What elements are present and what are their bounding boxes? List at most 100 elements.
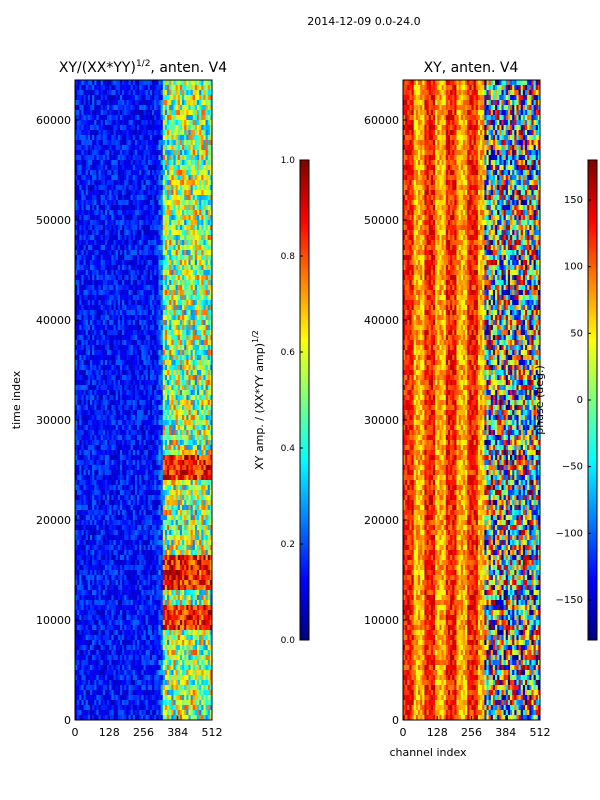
- heatmap-cell: [81, 185, 84, 191]
- heatmap-cell: [152, 115, 155, 121]
- heatmap-cell: [89, 380, 93, 386]
- heatmap-cell: [75, 260, 78, 266]
- heatmap-cell: [147, 95, 151, 101]
- heatmap-cell: [109, 240, 112, 246]
- heatmap-cell: [141, 390, 144, 396]
- heatmap-cell: [169, 335, 172, 341]
- heatmap-cell: [102, 430, 106, 436]
- heatmap-cell: [194, 140, 198, 146]
- heatmap-cell: [152, 415, 155, 421]
- heatmap-cell: [188, 410, 191, 416]
- heatmap-cell: [89, 405, 93, 411]
- heatmap-cell: [75, 245, 78, 251]
- heatmap-cell: [126, 310, 129, 316]
- heatmap-cell: [111, 160, 114, 166]
- heatmap-cell: [137, 175, 140, 181]
- heatmap-cell: [85, 395, 89, 401]
- heatmap-cell: [175, 370, 179, 376]
- heatmap-cell: [137, 420, 140, 426]
- heatmap-cell: [184, 95, 187, 101]
- heatmap-cell: [113, 170, 116, 176]
- heatmap-cell: [98, 210, 101, 216]
- heatmap-cell: [203, 310, 206, 316]
- heatmap-cell: [139, 280, 142, 286]
- heatmap-cell: [188, 400, 191, 406]
- heatmap-cell: [94, 420, 97, 426]
- heatmap-cell: [98, 215, 101, 221]
- heatmap-cell: [205, 335, 209, 341]
- heatmap-cell: [139, 205, 142, 211]
- heatmap-cell: [139, 315, 142, 321]
- heatmap-cell: [186, 90, 189, 96]
- heatmap-cell: [162, 290, 166, 296]
- heatmap-cell: [126, 195, 129, 201]
- heatmap-cell: [130, 85, 134, 91]
- heatmap-cell: [177, 365, 181, 371]
- heatmap-cell: [102, 370, 106, 376]
- heatmap-cell: [143, 240, 146, 246]
- heatmap-cell: [188, 125, 191, 131]
- heatmap-cell: [149, 280, 153, 286]
- heatmap-cell: [85, 360, 89, 366]
- heatmap-cell: [126, 250, 129, 256]
- heatmap-cell: [177, 120, 181, 126]
- heatmap-cell: [147, 85, 151, 91]
- heatmap-cell: [81, 215, 84, 221]
- heatmap-cell: [194, 330, 198, 336]
- heatmap-cell: [179, 360, 183, 366]
- heatmap-cell: [119, 355, 123, 361]
- heatmap-cell: [171, 120, 174, 126]
- heatmap-cell: [156, 340, 159, 346]
- heatmap-cell: [184, 135, 187, 141]
- heatmap-cell: [87, 410, 91, 416]
- heatmap-cell: [104, 260, 108, 266]
- heatmap-cell: [209, 330, 212, 336]
- heatmap-cell: [96, 265, 99, 271]
- heatmap-cell: [89, 100, 93, 106]
- heatmap-cell: [94, 110, 97, 116]
- heatmap-cell: [107, 445, 110, 451]
- heatmap-cell: [162, 395, 166, 401]
- heatmap-cell: [119, 455, 123, 461]
- heatmap-cell: [126, 325, 129, 331]
- heatmap-cell: [162, 430, 166, 436]
- heatmap-cell: [205, 400, 209, 406]
- heatmap-cell: [119, 305, 123, 311]
- heatmap-cell: [128, 170, 131, 176]
- heatmap-cell: [139, 350, 142, 356]
- heatmap-cell: [149, 450, 153, 456]
- heatmap-cell: [111, 450, 114, 456]
- heatmap-cell: [111, 290, 114, 296]
- heatmap-cell: [128, 420, 131, 426]
- heatmap-cell: [145, 365, 149, 371]
- heatmap-cell: [85, 255, 89, 261]
- heatmap-cell: [147, 345, 151, 351]
- heatmap-cell: [147, 315, 151, 321]
- heatmap-cell: [190, 395, 194, 401]
- heatmap-cell: [169, 150, 172, 156]
- heatmap-cell: [75, 200, 78, 206]
- heatmap-cell: [113, 180, 116, 186]
- heatmap-cell: [205, 385, 209, 391]
- heatmap-cell: [107, 380, 110, 386]
- heatmap-cell: [113, 440, 116, 446]
- heatmap-cell: [164, 340, 168, 346]
- heatmap-cell: [160, 210, 164, 216]
- heatmap-cell: [96, 370, 99, 376]
- heatmap-cell: [201, 205, 204, 211]
- heatmap-cell: [147, 230, 151, 236]
- heatmap-cell: [109, 310, 112, 316]
- heatmap-cell: [143, 360, 146, 366]
- heatmap-cell: [162, 185, 166, 191]
- heatmap-cell: [117, 110, 121, 116]
- heatmap-cell: [197, 340, 200, 346]
- heatmap-cell: [145, 315, 149, 321]
- heatmap-cell: [122, 340, 125, 346]
- heatmap-cell: [199, 430, 202, 436]
- heatmap-cell: [137, 305, 140, 311]
- heatmap-cell: [92, 205, 95, 211]
- heatmap-cell: [89, 390, 93, 396]
- heatmap-cell: [107, 210, 110, 216]
- heatmap-cell: [87, 240, 91, 246]
- heatmap-cell: [77, 430, 80, 436]
